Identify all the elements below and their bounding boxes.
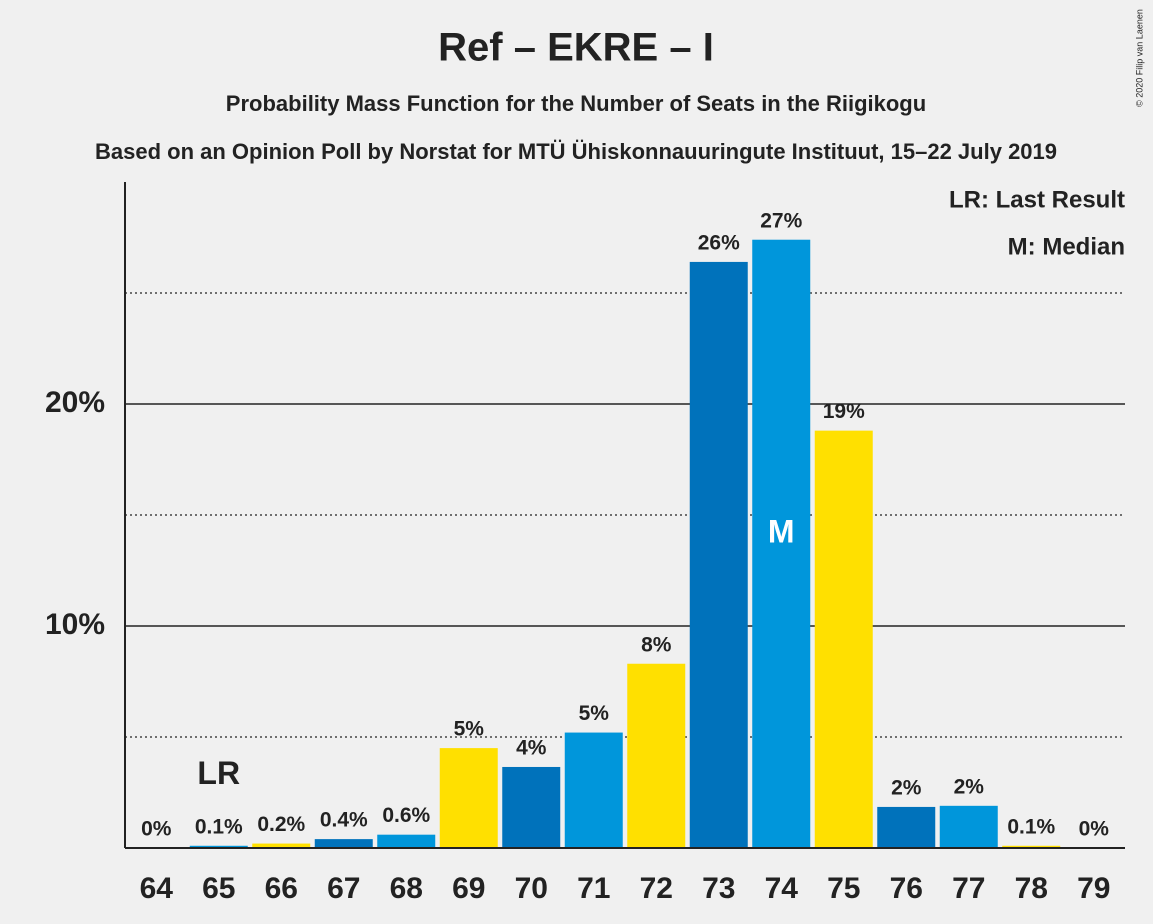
x-tick-label: 73 <box>702 872 735 905</box>
value-label: 0.1% <box>195 815 243 838</box>
x-tick-label: 68 <box>390 872 423 905</box>
value-label: 0% <box>141 818 172 841</box>
bar <box>314 839 373 848</box>
x-tick-label: 69 <box>452 872 485 905</box>
bar <box>502 766 561 848</box>
value-label: 5% <box>454 718 485 741</box>
value-label: 26% <box>698 231 740 254</box>
x-tick-label: 65 <box>202 872 235 905</box>
annotation: M <box>768 513 795 549</box>
x-tick-label: 79 <box>1077 872 1110 905</box>
value-label: 27% <box>760 209 802 232</box>
bar <box>377 834 436 848</box>
x-tick-label: 71 <box>577 872 610 905</box>
x-tick-label: 77 <box>952 872 985 905</box>
y-tick-label: 20% <box>45 386 105 419</box>
x-tick-label: 70 <box>515 872 548 905</box>
x-tick-label: 67 <box>327 872 360 905</box>
x-tick-label: 76 <box>890 872 923 905</box>
bar <box>814 430 873 848</box>
chart-subtitle: Probability Mass Function for the Number… <box>226 91 926 116</box>
bar <box>627 663 686 848</box>
bar <box>439 748 498 848</box>
bar <box>1002 845 1061 848</box>
x-tick-label: 66 <box>265 872 298 905</box>
value-label: 4% <box>516 737 547 760</box>
x-tick-label: 72 <box>640 872 673 905</box>
value-label: 5% <box>579 702 610 725</box>
x-tick-label: 78 <box>1015 872 1048 905</box>
bar <box>252 843 311 848</box>
chart-caption: Based on an Opinion Poll by Norstat for … <box>95 139 1057 164</box>
value-label: 0.4% <box>320 809 368 832</box>
value-label: 19% <box>823 400 865 423</box>
value-label: 0.2% <box>257 813 305 836</box>
value-label: 0.1% <box>1007 815 1055 838</box>
annotation: LR <box>197 755 240 791</box>
bar <box>877 806 936 848</box>
bar <box>939 805 998 848</box>
y-tick-label: 10% <box>45 608 105 641</box>
x-tick-label: 75 <box>827 872 860 905</box>
bar <box>189 845 248 848</box>
value-label: 2% <box>891 776 922 799</box>
x-tick-label: 64 <box>140 872 174 905</box>
value-label: 8% <box>641 633 672 656</box>
bar <box>689 261 748 848</box>
value-label: 0% <box>1079 818 1110 841</box>
x-tick-label: 74 <box>765 872 799 905</box>
value-label: 2% <box>954 775 985 798</box>
copyright: © 2020 Filip van Laenen <box>1134 9 1144 107</box>
bar <box>752 239 811 849</box>
legend-entry: M: Median <box>1008 233 1125 260</box>
bar <box>564 732 623 848</box>
chart-title: Ref – EKRE – I <box>438 26 714 70</box>
legend-entry: LR: Last Result <box>949 186 1125 213</box>
value-label: 0.6% <box>382 804 430 827</box>
